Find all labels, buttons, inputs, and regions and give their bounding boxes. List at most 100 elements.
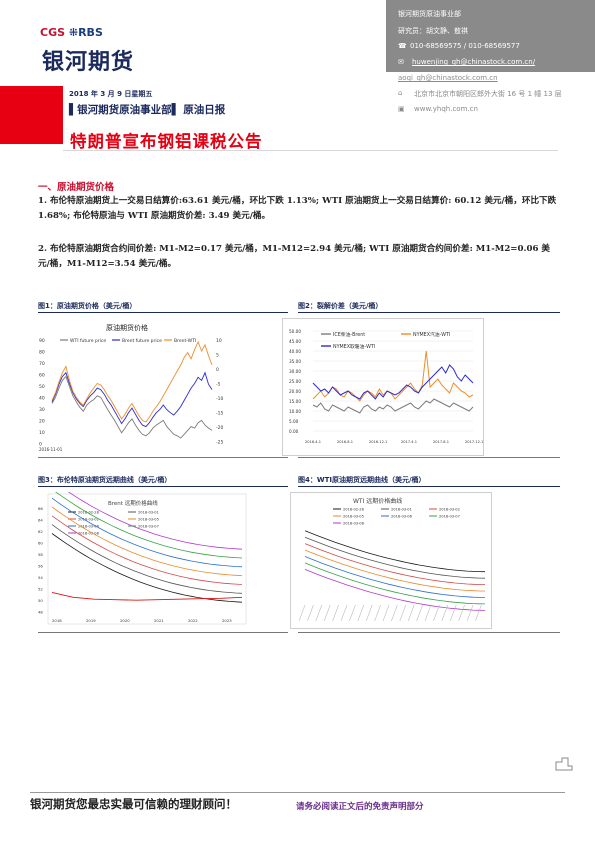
x-tick-label-placeholder	[374, 604, 381, 622]
figure2-caption: 图2：裂解价差（美元/桶）	[298, 302, 383, 310]
x-tick-label-placeholder	[357, 604, 365, 622]
x-tick-label-placeholder	[332, 604, 339, 622]
y-tick-label: 64	[38, 518, 43, 523]
legend-label: 2018-03-07	[439, 515, 460, 519]
contact-email-1[interactable]: huwenjing_qh@chinastock.com.cn/	[412, 58, 536, 66]
x-tick-label: 2022	[188, 618, 198, 623]
chart-title: WTI 远期价格曲线	[353, 497, 402, 505]
logo-wordmark: 银河期货	[42, 50, 135, 75]
series-line-1	[51, 371, 213, 428]
y-tick-label: 50	[38, 598, 43, 603]
forward-curve-3	[51, 506, 243, 577]
x-tick-label-placeholder	[399, 604, 407, 622]
series-line-2	[51, 340, 213, 423]
contact-website[interactable]: www.yhqh.com.cn	[414, 105, 478, 113]
crack-spread-chart: ICE柴油-Brent NYMEX汽油-WTI NYMEX取暖油-WTI 50.00…	[282, 318, 484, 456]
chart-title: 原油期货价格	[106, 323, 148, 332]
legend-label: ICE柴油-Brent	[333, 331, 365, 338]
footer-disclaimer-note: 请务必阅读正文后的免责声明部分	[296, 802, 424, 812]
x-tick-label: 2016.12.1	[369, 440, 387, 444]
y-tick-label: 25.00	[289, 379, 301, 384]
forward-curve-0	[304, 530, 486, 573]
report-title: 特朗普宣布钢铝课税公告	[70, 132, 263, 151]
figure3-top-rule	[38, 486, 288, 487]
y-tick-label: 50	[39, 384, 45, 390]
forward-curve-1	[51, 524, 243, 594]
logo-brand-marks: CGS ⁜RBS	[40, 26, 103, 39]
y-tick-label: 90	[39, 338, 45, 344]
x-tick-label-placeholder	[407, 604, 415, 622]
y-tick-label: 60	[38, 541, 43, 546]
figure1-top-rule	[38, 312, 288, 313]
brent-forward-curve-chart: Brent 远期价格曲线 2018-02-28 2018-03-01 2018-03…	[38, 492, 247, 625]
x-tick-label-placeholder	[475, 604, 482, 622]
figure1-bottom-rule	[38, 457, 288, 458]
x-tick-label-placeholder	[307, 604, 314, 622]
contact-department: 银河期货原油事业部	[398, 10, 461, 18]
y-tick-label: 10	[39, 430, 45, 436]
y-tick-label: 70	[39, 361, 45, 367]
contact-info-panel-lower: ✉ huwenjing_qh@chinastock.com.cn/ aoqi_q…	[386, 58, 595, 124]
y2-tick-label: 5	[216, 353, 219, 359]
wti-forward-curve-chart: WTI 远期价格曲线 2018-02-28 2018-03-01 2018-03-0…	[290, 492, 492, 629]
figure3-caption: 图3：布伦特原油期货远期曲线（美元/桶）	[38, 476, 172, 484]
y-tick-label: 15.00	[289, 399, 301, 404]
x-tick-label: 2016-11-01	[39, 447, 63, 452]
legend-label: 2018-02-28	[78, 511, 100, 515]
y-tick-label: 30.00	[289, 369, 301, 374]
y-tick-label: 62	[38, 529, 43, 534]
x-tick-label-placeholder	[349, 604, 356, 622]
footer-divider	[30, 792, 565, 793]
footer-slogan: 银河期货您最忠实最可信赖的理财顾问！	[30, 797, 237, 811]
legend-label: 2018-03-08	[343, 522, 365, 526]
forward-curve-4	[51, 497, 243, 568]
legend-label: 2018-03-06	[391, 515, 413, 519]
y2-tick-label: 0	[216, 367, 219, 373]
legend-label: 2018-03-07	[138, 525, 159, 529]
forward-curve-3	[304, 549, 485, 592]
title-divider	[63, 150, 558, 151]
x-tick-label: 2018	[52, 618, 62, 623]
forward-curve-0	[51, 533, 243, 603]
legend-label: 2018-03-06	[78, 525, 100, 529]
figure2-top-rule	[298, 312, 560, 313]
legend-label: 2018-03-02	[78, 518, 99, 522]
legend-label: 2018-03-05	[343, 515, 364, 519]
paragraph-calendar-spreads: 2. 布伦特原油期货合约间价差: M1-M2=0.17 美元/桶，M1-M12=…	[38, 244, 551, 269]
x-tick-label-placeholder	[458, 604, 465, 622]
y2-tick-label: 10	[216, 338, 222, 344]
forward-curve-6	[67, 492, 243, 550]
y2-tick-label: -10	[216, 396, 223, 402]
x-tick-label-placeholder	[433, 604, 440, 622]
y-tick-label: 56	[38, 564, 43, 569]
contact-researchers: 研究员：胡文静、敖祺	[398, 27, 468, 35]
paragraph-settlement-prices: 1. 布伦特原油期货上一交易日结算价:63.61 美元/桶，环比下跌 1.13%…	[38, 196, 557, 221]
y-tick-label: 0.00	[289, 429, 299, 434]
y-tick-label: 50.00	[289, 329, 301, 334]
x-tick-label-placeholder	[449, 604, 457, 622]
legend-label: 2018-02-28	[343, 508, 365, 512]
x-tick-label-placeholder	[298, 604, 306, 622]
x-tick-label-placeholder	[466, 604, 474, 622]
x-tick-label: 2023	[222, 618, 232, 623]
y-tick-label: 54	[38, 575, 43, 580]
y2-tick-label: -20	[216, 425, 223, 431]
report-date: 2018 年 3 月 9 日星期五	[69, 90, 153, 98]
figure4-bottom-rule	[298, 632, 560, 633]
x-tick-label-placeholder	[441, 604, 449, 622]
y2-tick-label: -5	[216, 382, 221, 388]
y-tick-label: 40	[39, 396, 45, 402]
page-corner-mark	[555, 757, 573, 771]
section-heading: 一、原油期货价格	[38, 182, 115, 193]
report-series: ▌银河期货原油事业部▌ 原油日报	[69, 104, 226, 116]
contact-email-2[interactable]: aoqi_qh@chinastock.com.cn	[398, 74, 498, 82]
forward-curve-reference	[51, 591, 243, 601]
y-tick-label: 20	[39, 419, 45, 425]
email-icon: ✉	[398, 58, 404, 66]
x-tick-label-placeholder	[382, 604, 390, 622]
legend-label: WTI future price	[70, 338, 106, 344]
address-icon: ⌂	[398, 89, 403, 97]
x-tick-label-placeholder	[315, 604, 323, 622]
crude-futures-price-chart: 原油期货价格 WTI future price Brent future pric…	[39, 323, 223, 452]
brand-red-bar	[0, 86, 63, 144]
